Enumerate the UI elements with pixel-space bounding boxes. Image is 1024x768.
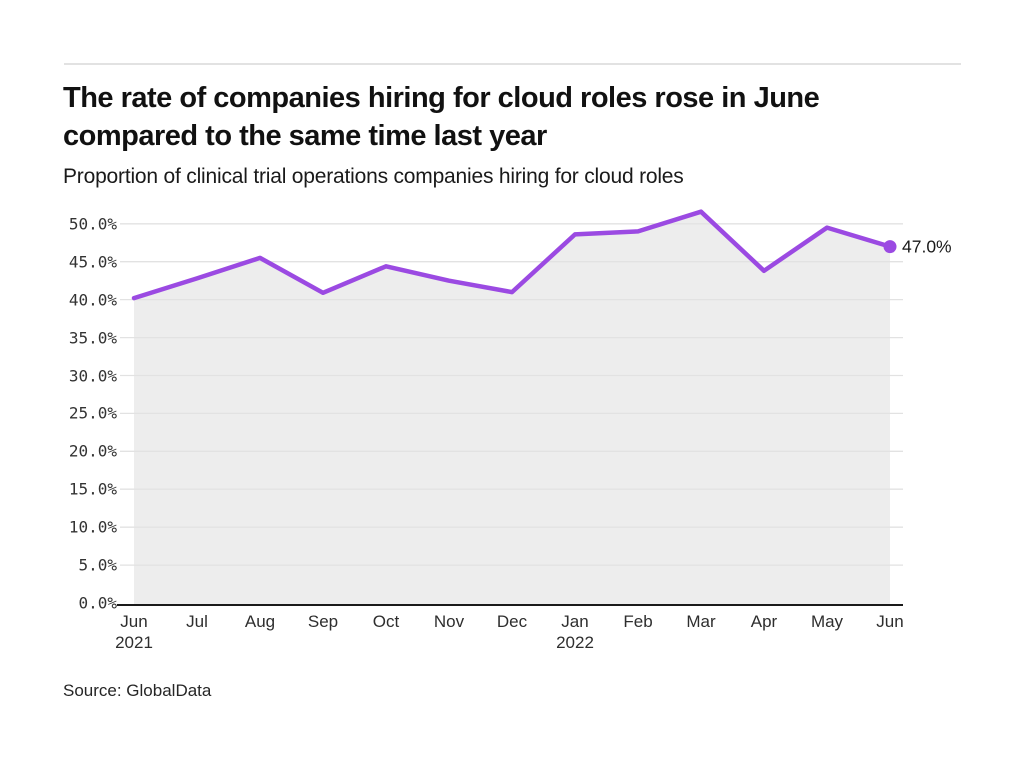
top-rule: [64, 63, 961, 65]
x-tick-label: Oct: [373, 611, 399, 632]
series-area: [134, 211, 890, 605]
x-tick-label: Apr: [751, 611, 777, 632]
x-tick-label: Feb: [623, 611, 652, 632]
x-tick-month: Nov: [433, 612, 465, 631]
y-tick-label: 35.0%: [68, 328, 117, 348]
series-line: [131, 209, 893, 301]
x-tick-month: Jun: [120, 612, 148, 631]
chart-title-line-2: compared to the same time last year: [63, 120, 547, 152]
chart-title: The rate of companies hiring for cloud r…: [63, 79, 983, 155]
x-tick-label: Jun 2021: [115, 611, 153, 653]
x-tick-month: Apr: [750, 612, 778, 631]
y-tick-label: 25.0%: [68, 403, 117, 423]
x-tick-label: Sep: [308, 611, 338, 632]
y-tick-label: 0.0%: [78, 593, 117, 613]
y-tick-label: 40.0%: [68, 290, 117, 310]
y-tick-label: 5.0%: [78, 555, 117, 575]
x-tick-month: Aug: [244, 612, 276, 631]
y-tick-label: 30.0%: [68, 366, 117, 385]
source-note: Source: GlobalData: [63, 681, 212, 700]
y-tick-label: 20.0%: [68, 441, 117, 461]
end-value-label: 47.0%: [902, 236, 952, 257]
x-tick-label: Nov: [434, 611, 464, 632]
x-tick-month: May: [810, 612, 844, 631]
y-tick-label: 10.0%: [68, 517, 117, 537]
y-tick-label: 50.0%: [68, 214, 117, 234]
x-tick-month: Jan: [561, 612, 589, 631]
x-tick-label: Jan 2022: [556, 611, 594, 653]
x-tick-year: 2022: [556, 633, 594, 652]
chart-subtitle: Proportion of clinical trial operations …: [63, 165, 684, 188]
x-tick-month: Jul: [186, 612, 208, 631]
x-tick-label: Dec: [497, 611, 527, 632]
y-tick-label: 15.0%: [68, 479, 117, 499]
x-tick-label: Mar: [686, 611, 715, 632]
x-tick-month: Jun: [876, 612, 904, 631]
x-tick-month: Mar: [686, 612, 716, 631]
x-tick-month: Sep: [307, 612, 339, 631]
x-tick-label: May: [811, 611, 843, 632]
x-tick-label: Jun: [876, 611, 903, 632]
end-point-marker: [883, 240, 897, 254]
y-tick-label: 45.0%: [68, 252, 117, 272]
x-tick-label: Aug: [245, 611, 275, 632]
x-tick-month: Oct: [372, 612, 400, 631]
x-tick-label: Jul: [186, 611, 208, 632]
x-tick-month: Feb: [623, 612, 653, 631]
x-tick-month: Dec: [496, 612, 528, 631]
x-tick-year: 2021: [115, 633, 153, 652]
chart-title-line-1: The rate of companies hiring for cloud r…: [63, 82, 820, 114]
